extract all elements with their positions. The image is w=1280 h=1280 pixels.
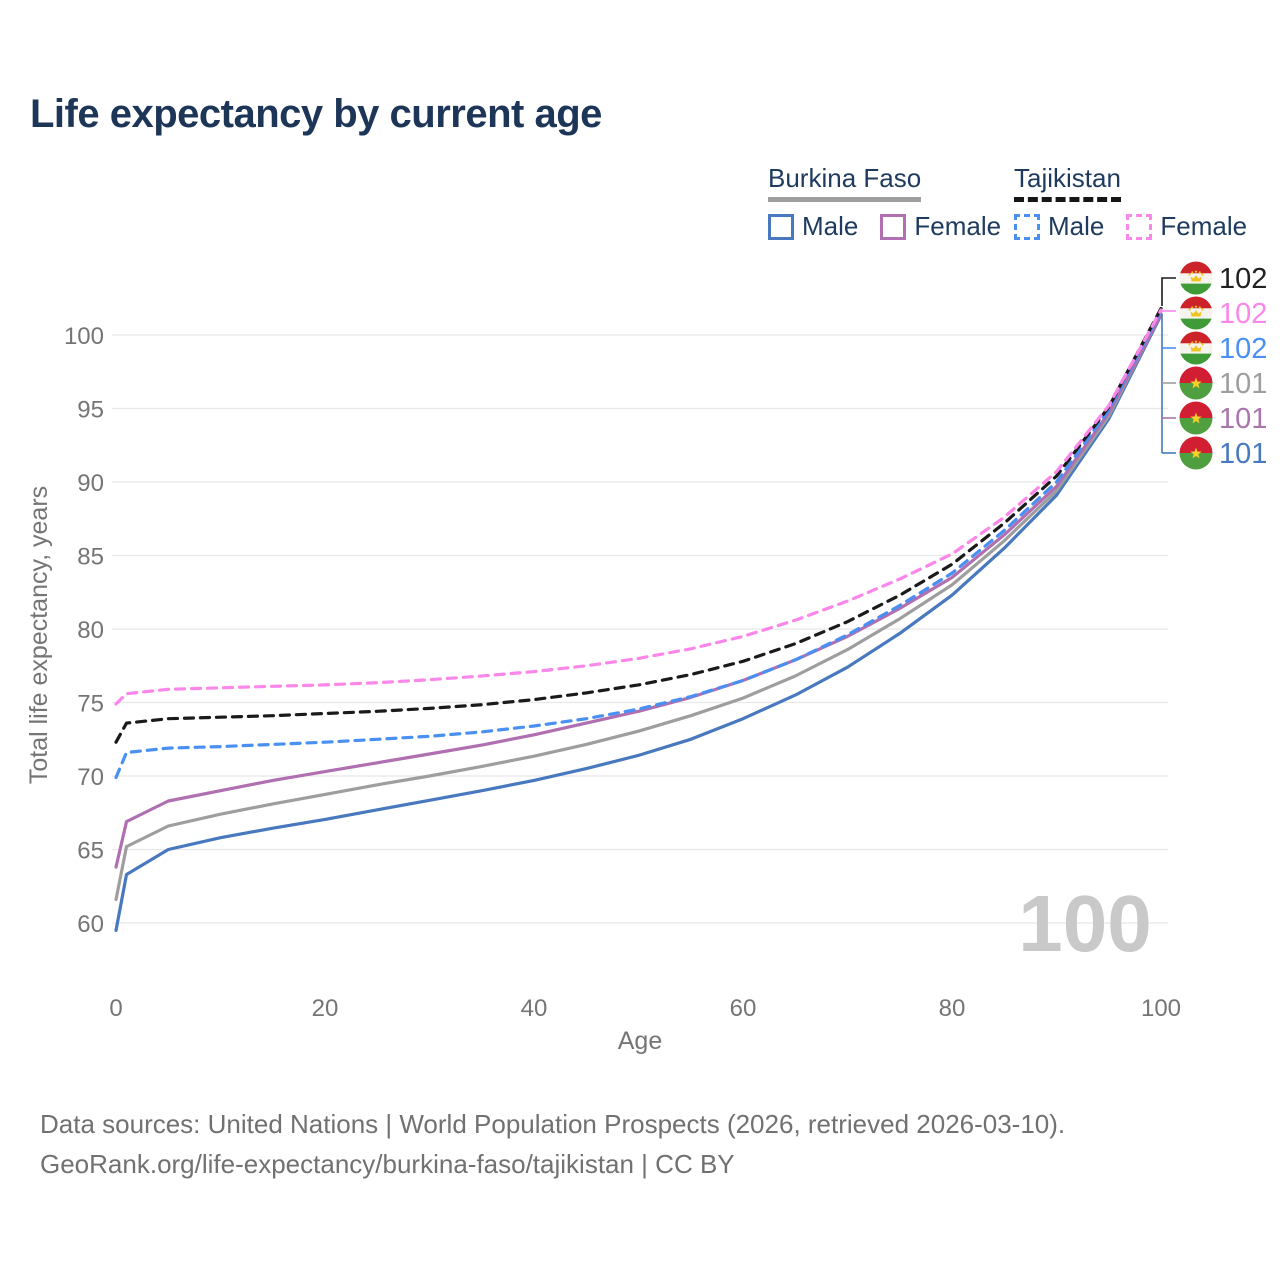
series-line-burkina-faso-total[interactable] — [114, 312, 1163, 902]
series-line-burkina-faso-male[interactable] — [114, 313, 1163, 933]
leader-line-tajikistan-total — [1161, 277, 1176, 306]
y-tick-label-85: 85 — [77, 544, 104, 571]
end-label-row-0: 102 — [1179, 261, 1267, 295]
legend-item-label: Male — [802, 211, 859, 241]
legend-swatch-bf-male — [768, 213, 794, 240]
y-tick-label-90: 90 — [77, 470, 104, 497]
page-title: Life expectancy by current age — [30, 92, 602, 136]
end-label-value: 101 — [1219, 368, 1267, 400]
legend-item-tajikistan-female[interactable]: Female — [1126, 211, 1247, 242]
end-label-value: 101 — [1219, 438, 1267, 470]
data-sources-line: Data sources: United Nations | World Pop… — [40, 1109, 1066, 1139]
end-label-row-1: 102 — [1179, 296, 1267, 330]
legend-country-label: Tajikistan — [1014, 163, 1121, 193]
legend-item-label: Male — [1048, 211, 1105, 241]
x-tick-label-60: 60 — [730, 995, 757, 1022]
end-label-row-2: 102 — [1179, 331, 1267, 365]
footer-credits: Data sources: United Nations | World Pop… — [40, 1104, 1065, 1184]
x-tick-label-100: 100 — [1141, 995, 1181, 1022]
y-tick-label-65: 65 — [77, 838, 104, 865]
burkina-faso-flag-icon — [1179, 366, 1213, 400]
hover-age-watermark: 100 — [1018, 879, 1151, 968]
tajikistan-flag-icon — [1179, 296, 1213, 330]
legend-item-label: Female — [1160, 211, 1248, 241]
legend-item-burkina-faso-male[interactable]: Male — [768, 211, 858, 242]
tajikistan-flag-icon — [1179, 331, 1213, 365]
legend-swatch-bf-female — [880, 213, 907, 240]
x-tick-label-20: 20 — [312, 995, 339, 1022]
tajikistan-flag-icon — [1179, 261, 1213, 295]
legend-item-label: Female — [914, 211, 1002, 241]
y-tick-label-100: 100 — [64, 323, 104, 350]
burkina-faso-flag-icon — [1179, 401, 1213, 435]
end-label-value: 102 — [1219, 298, 1267, 330]
x-tick-label-0: 0 — [109, 995, 122, 1022]
y-tick-label-60: 60 — [77, 911, 104, 938]
legend-country-label: Burkina Faso — [768, 163, 922, 193]
end-label-row-5: 101 — [1179, 436, 1267, 470]
source-url-line: GeoRank.org/life-expectancy/burkina-faso… — [40, 1149, 735, 1179]
end-label-value: 102 — [1219, 333, 1267, 365]
series-line-tajikistan-female[interactable] — [114, 308, 1163, 706]
legend-item-tajikistan-male[interactable]: Male — [1014, 211, 1104, 242]
legend-swatch-tj-female — [1126, 213, 1153, 240]
end-label-value: 101 — [1219, 403, 1267, 435]
y-tick-label-80: 80 — [77, 617, 104, 644]
series-line-tajikistan-total[interactable] — [114, 306, 1163, 744]
x-axis-title: Age — [618, 1027, 662, 1055]
legend-country-burkina-faso[interactable]: Burkina Faso — [768, 163, 922, 202]
end-label-row-4: 101 — [1179, 401, 1267, 435]
legend-group-tajikistan: Tajikistan Male Female — [1014, 163, 1247, 242]
legend-item-burkina-faso-female[interactable]: Female — [880, 211, 1001, 242]
legend-swatch-tj-male — [1014, 213, 1040, 240]
burkina-faso-flag-icon — [1179, 436, 1213, 470]
end-label-row-3: 101 — [1179, 366, 1267, 400]
y-tick-label-95: 95 — [77, 397, 104, 424]
y-tick-label-75: 75 — [77, 691, 104, 718]
y-tick-label-70: 70 — [77, 764, 104, 791]
series-line-tajikistan-male[interactable] — [114, 309, 1163, 780]
x-tick-label-40: 40 — [521, 995, 548, 1022]
legend-country-tajikistan[interactable]: Tajikistan — [1014, 163, 1121, 202]
y-axis-title: Total life expectancy, years — [25, 486, 53, 784]
series-line-burkina-faso-female[interactable] — [114, 312, 1163, 869]
x-tick-label-80: 80 — [939, 995, 966, 1022]
legend-group-burkina-faso: Burkina Faso Male Female — [768, 163, 1001, 242]
end-label-value: 102 — [1219, 263, 1267, 295]
